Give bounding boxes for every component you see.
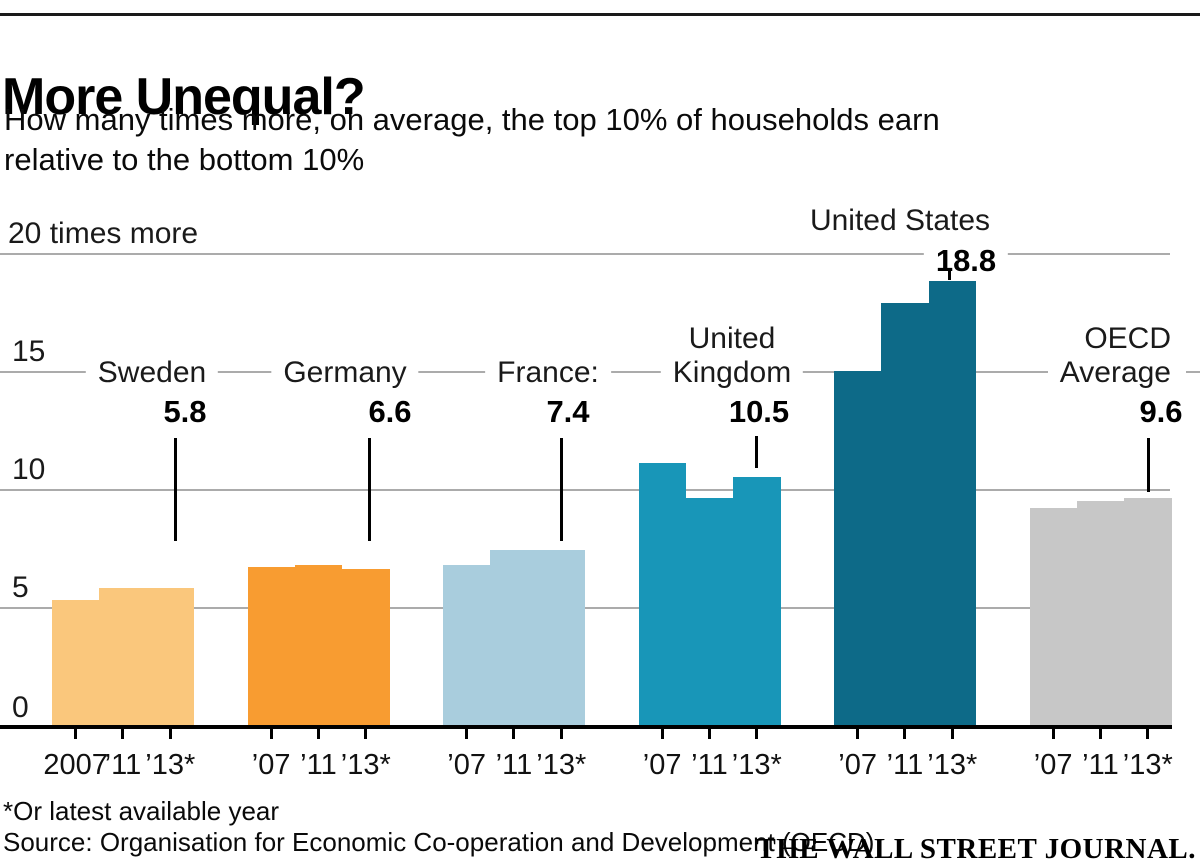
- x-axis-tick: [74, 728, 78, 739]
- country-label-line: Sweden: [97, 356, 207, 389]
- x-tick-label: ’07: [838, 749, 877, 781]
- bar-france-2011: [490, 550, 538, 725]
- x-axis-tick: [1051, 728, 1055, 739]
- x-tick-label: ’07: [1033, 749, 1073, 781]
- gridline-20: [0, 253, 1170, 255]
- x-axis-tick: [269, 728, 273, 739]
- x-axis-tick: [755, 728, 759, 739]
- country-label-france: France:: [485, 356, 611, 390]
- country-label-germany: Germany: [271, 356, 419, 390]
- x-axis-tick: [1098, 728, 1102, 739]
- country-label-united-kingdom: United Kingdom: [660, 322, 804, 390]
- x-tick-label: ’11: [691, 749, 728, 781]
- source-line: Source: Organisation for Economic Co-ope…: [3, 827, 875, 857]
- x-tick-label: ’13*: [145, 749, 196, 781]
- x-tick-label: ’11: [1082, 749, 1119, 781]
- leader-line-oecd-average: [1146, 438, 1150, 492]
- x-axis-tick: [465, 728, 469, 739]
- leader-line-united-states: [947, 270, 951, 280]
- bar-united-kingdom-2007: [638, 463, 687, 725]
- bar-germany-2011: [294, 564, 343, 725]
- y-tick-label-20: 20 times more: [8, 217, 199, 250]
- x-tick-label: ’07: [447, 749, 486, 781]
- leader-line-sweden: [173, 438, 177, 541]
- country-label-line: Average: [1059, 356, 1171, 389]
- x-axis-tick: [121, 728, 125, 739]
- country-label-oecd-average: OECD Average: [1047, 322, 1183, 390]
- country-label-line: France:: [497, 356, 599, 389]
- x-tick-label: ’13*: [536, 749, 587, 781]
- value-label-germany: 6.6: [356, 394, 424, 430]
- bar-united-states-2013: [928, 281, 977, 725]
- x-tick-label: ’13*: [1122, 749, 1173, 781]
- x-axis-line: [0, 725, 1172, 729]
- wsj-logo: THE WALL STREET JOURNAL.: [756, 833, 1196, 865]
- x-tick-label: ’13*: [731, 749, 782, 781]
- x-axis-tick: [316, 728, 320, 739]
- bar-france-2013: [537, 550, 586, 725]
- gridline-10: [0, 489, 1170, 491]
- value-label-france: 7.4: [534, 394, 602, 430]
- bar-united-states-2011: [881, 302, 929, 725]
- leader-line-united-kingdom: [754, 436, 758, 468]
- x-axis-tick: [903, 728, 907, 739]
- country-label-line: Kingdom: [672, 356, 792, 389]
- chart-title: More Unequal?: [2, 67, 366, 126]
- x-tick-label: ’07: [251, 749, 291, 781]
- y-tick-label-15: 15: [12, 335, 46, 368]
- bar-sweden-2013: [146, 588, 195, 725]
- value-label-oecd-average: 9.6: [1127, 394, 1195, 430]
- bar-oecd-average-2013: [1124, 498, 1172, 725]
- leader-line-france: [559, 438, 563, 541]
- country-label-line: United States: [809, 204, 991, 237]
- x-tick-label: ’11: [886, 749, 924, 781]
- x-tick-label: ’13*: [927, 749, 978, 781]
- bar-france-2007: [443, 564, 491, 725]
- x-axis-tick: [168, 728, 172, 739]
- country-label-sweden: Sweden: [85, 356, 219, 390]
- bar-united-states-2007: [834, 371, 882, 725]
- chart-subtitle: How many times more, on average, the top…: [4, 100, 940, 180]
- x-axis-tick: [1146, 728, 1150, 739]
- x-tick-label: ’11: [495, 749, 533, 781]
- x-tick-label: ’13*: [340, 749, 391, 781]
- y-tick-label-10: 10: [12, 453, 46, 486]
- country-label-line: OECD: [1084, 322, 1171, 355]
- y-tick-label-5: 5: [12, 571, 29, 604]
- leader-line-germany: [367, 438, 371, 541]
- bar-germany-2007: [247, 566, 296, 725]
- x-tick-label: 2007: [43, 749, 108, 781]
- x-tick-label: ’07: [642, 749, 682, 781]
- country-label-united-states: United States: [797, 204, 1003, 238]
- x-tick-label: ’11: [300, 749, 337, 781]
- x-tick-label: ’11: [104, 749, 142, 781]
- country-label-line: Germany: [283, 356, 407, 389]
- bar-sweden-2007: [52, 599, 100, 725]
- chart-subtitle-line1: How many times more, on average, the top…: [4, 102, 940, 137]
- x-axis-tick: [950, 728, 954, 739]
- x-axis-tick: [364, 728, 368, 739]
- value-label-sweden: 5.8: [151, 394, 219, 430]
- footnote: *Or latest available year: [3, 796, 280, 826]
- bar-sweden-2011: [99, 588, 147, 725]
- x-axis-tick: [559, 728, 563, 739]
- chart-subtitle-line2: relative to the bottom 10%: [4, 142, 365, 177]
- gridline-15-right-dash: [1186, 371, 1200, 373]
- y-tick-label-0: 0: [12, 691, 29, 724]
- value-label-united-states: 18.8: [923, 243, 1009, 279]
- bar-united-kingdom-2013: [733, 477, 781, 725]
- bar-united-kingdom-2011: [685, 498, 734, 725]
- value-label-united-kingdom: 10.5: [716, 394, 802, 430]
- bar-oecd-average-2007: [1029, 507, 1078, 725]
- x-axis-tick: [660, 728, 664, 739]
- x-axis-tick: [707, 728, 711, 739]
- country-label-line: United: [688, 322, 776, 355]
- x-axis-tick: [856, 728, 860, 739]
- bar-germany-2013: [342, 569, 390, 725]
- top-rule: [0, 13, 1200, 16]
- bar-oecd-average-2011: [1076, 500, 1125, 725]
- x-axis-tick: [512, 728, 516, 739]
